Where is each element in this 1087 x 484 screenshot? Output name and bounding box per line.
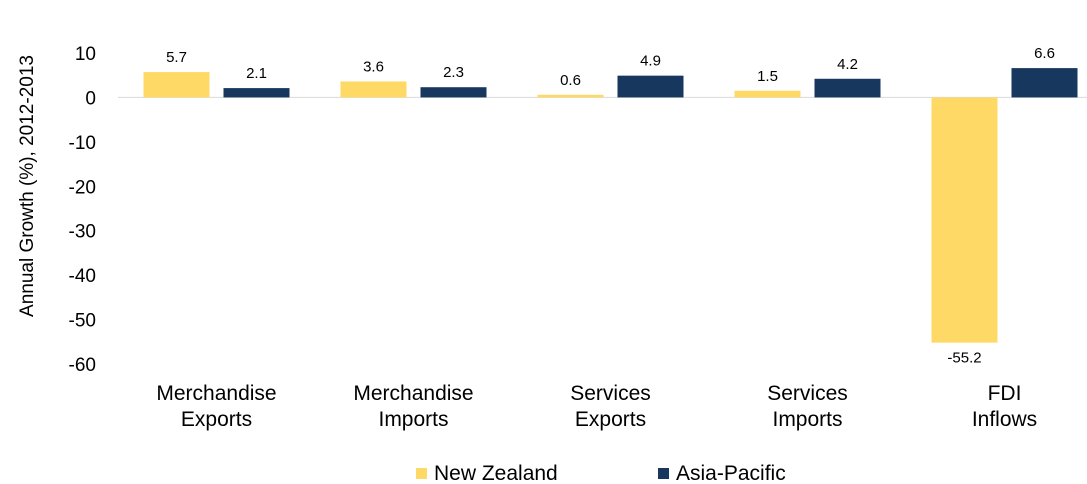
category-label: Merchandise [156, 382, 276, 405]
bar [931, 97, 998, 343]
bar [617, 75, 684, 98]
bar [223, 88, 290, 98]
category-label: Services [767, 382, 848, 405]
category-label: Merchandise [353, 382, 473, 405]
data-label: -55.2 [947, 350, 981, 367]
category-label: FDI [988, 382, 1022, 405]
category-label: Imports [772, 408, 842, 431]
data-label: 3.6 [363, 58, 384, 75]
bar [537, 94, 604, 98]
category-label: Exports [575, 408, 646, 431]
bar [734, 90, 801, 98]
y-axis-label: Annual Growth (%), 2012-2013 [17, 55, 38, 317]
data-label: 2.3 [443, 64, 464, 81]
data-labels: 5.7 2.1 3.6 2.3 0.6 4.9 1.5 4.2 -55.2 6.6 [166, 45, 1055, 367]
x-axis-categories: Merchandise Exports Merchandise Imports Serv… [156, 382, 1037, 431]
y-tick-label: -60 [69, 355, 96, 376]
data-label: 5.7 [166, 49, 187, 66]
y-tick-label: -10 [69, 133, 96, 154]
y-tick-label: 10 [75, 44, 96, 65]
legend-entry: Asia-Pacific [676, 462, 786, 484]
data-label: 4.2 [837, 56, 858, 73]
bar [1011, 68, 1078, 98]
legend-swatch [416, 468, 427, 479]
data-label: 6.6 [1034, 45, 1055, 62]
legend-entry: New Zealand [434, 462, 558, 484]
data-label: 4.9 [640, 53, 661, 70]
data-label: 2.1 [246, 65, 267, 82]
y-tick-label: -40 [69, 266, 96, 287]
bars [143, 68, 1078, 343]
bar [420, 87, 487, 98]
category-label: Services [570, 382, 651, 405]
category-label: Exports [181, 408, 252, 431]
bar [814, 78, 881, 98]
y-tick-label: -30 [69, 222, 96, 243]
y-axis-ticks: 10 0 -10 -20 -30 -40 -50 -60 [69, 44, 96, 376]
category-label: Inflows [972, 408, 1037, 431]
bar [143, 72, 210, 98]
legend: New Zealand Asia-Pacific [416, 462, 786, 484]
y-tick-label: 0 [85, 88, 96, 109]
data-label: 0.6 [560, 72, 581, 89]
bar [340, 81, 407, 98]
y-tick-label: -50 [69, 311, 96, 332]
y-tick-label: -20 [69, 177, 96, 198]
legend-swatch [658, 468, 669, 479]
data-label: 1.5 [757, 68, 778, 85]
category-label: Imports [378, 408, 448, 431]
